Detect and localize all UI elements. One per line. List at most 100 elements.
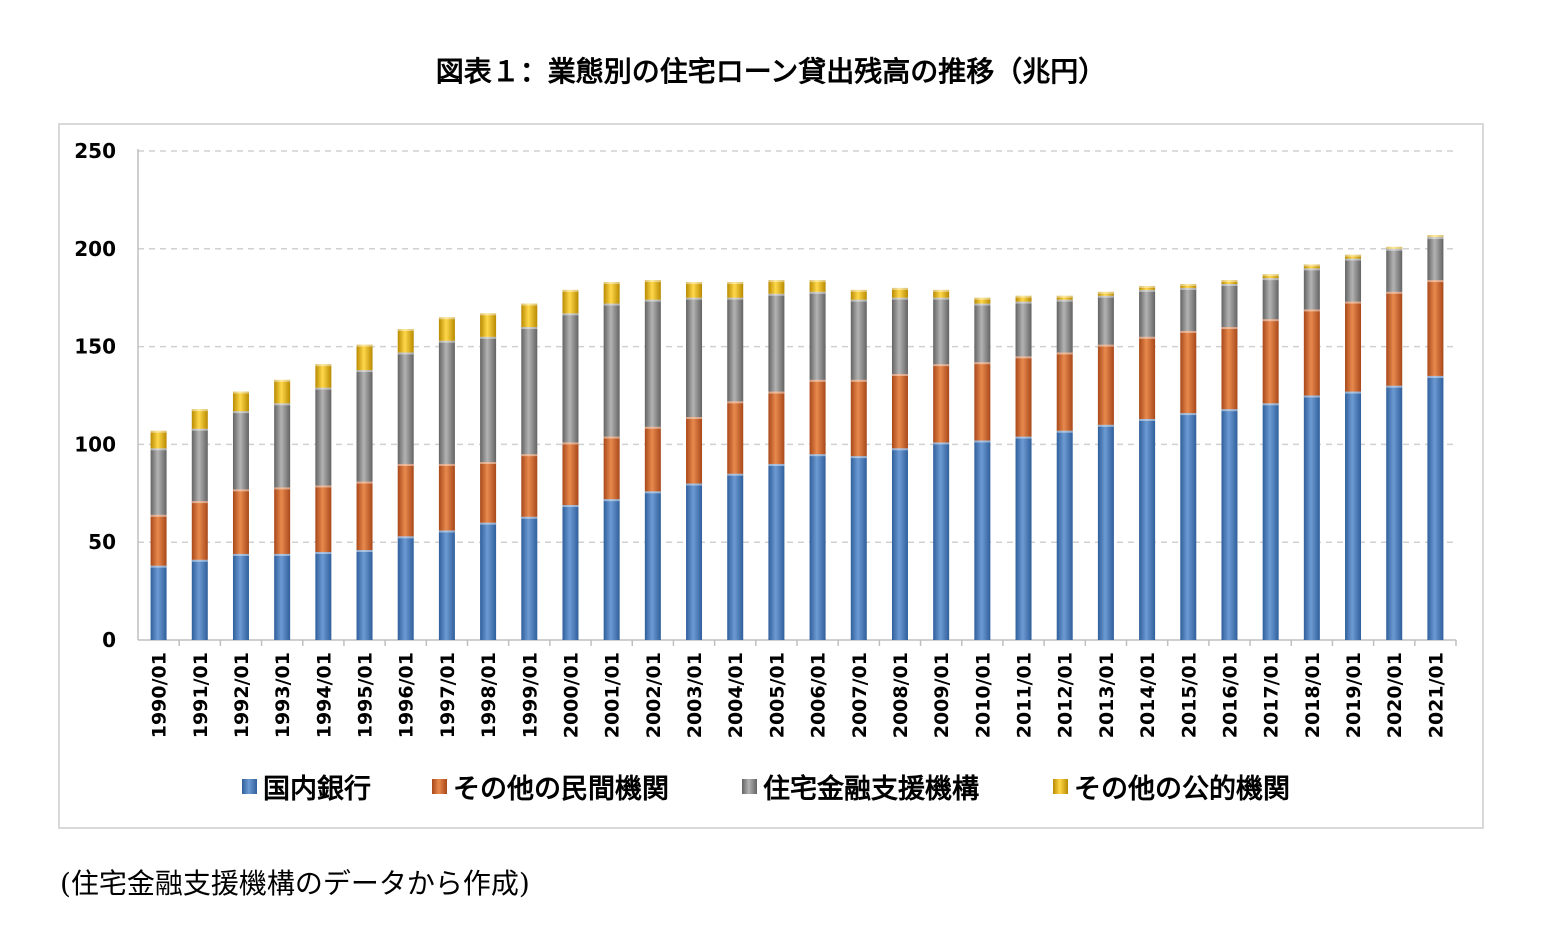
bar-segment-bevel bbox=[1180, 287, 1197, 290]
bar-segment-bevel bbox=[356, 550, 373, 553]
bar-segment-bevel bbox=[438, 317, 455, 320]
bar-segment bbox=[562, 505, 579, 640]
bar-segment bbox=[603, 282, 620, 304]
x-tick-label: 2002/01 bbox=[643, 652, 665, 738]
bar-segment-bevel bbox=[1303, 264, 1320, 267]
x-tick-label: 1996/01 bbox=[396, 652, 418, 738]
bar-segment bbox=[1180, 413, 1197, 640]
bar-segment-bevel bbox=[1262, 278, 1279, 281]
bar-segment-bevel bbox=[686, 417, 703, 420]
bar-segment-bevel bbox=[480, 336, 497, 339]
bar-segment bbox=[891, 297, 908, 374]
bar-segment-bevel bbox=[1345, 254, 1362, 257]
bar-segment bbox=[150, 514, 167, 566]
bar-segment-bevel bbox=[521, 454, 538, 457]
bar-segment-bevel bbox=[562, 505, 579, 508]
bar-segment bbox=[768, 293, 785, 392]
x-tick-label: 2013/01 bbox=[1096, 652, 1118, 738]
bar-segment bbox=[356, 550, 373, 640]
bar-segment-bevel bbox=[1221, 409, 1238, 412]
bar-segment bbox=[356, 481, 373, 551]
bar-segment bbox=[1262, 319, 1279, 404]
bar-segment bbox=[521, 454, 538, 517]
bar-segment-bevel bbox=[727, 401, 744, 404]
bar-segment bbox=[603, 499, 620, 640]
chart-title: 図表１：業態別の住宅ローン貸出残高の推移（兆円） bbox=[435, 55, 1107, 88]
x-tick-label: 2018/01 bbox=[1302, 652, 1324, 738]
bar-segment-bevel bbox=[1139, 285, 1156, 288]
bar-segment-bevel bbox=[480, 462, 497, 465]
bar-segment bbox=[480, 522, 497, 640]
bar-segment-bevel bbox=[974, 440, 991, 443]
x-tick-label: 2003/01 bbox=[684, 652, 706, 738]
bar-segment-bevel bbox=[891, 448, 908, 451]
bar-segment-bevel bbox=[1303, 309, 1320, 312]
bar-segment-bevel bbox=[232, 489, 249, 492]
bar-segment bbox=[562, 289, 579, 314]
bar-segment-bevel bbox=[974, 303, 991, 306]
bar-segment bbox=[850, 456, 867, 640]
bar-segment-bevel bbox=[521, 516, 538, 519]
bar-segment bbox=[1015, 436, 1032, 640]
bar-segment bbox=[1015, 295, 1032, 302]
bar-segment-bevel bbox=[644, 280, 661, 283]
bar-segment bbox=[480, 336, 497, 463]
bar-segment bbox=[603, 303, 620, 437]
bar-segment-bevel bbox=[768, 280, 785, 283]
axes bbox=[137, 149, 1457, 646]
bar-segment bbox=[356, 370, 373, 482]
bar-segment-bevel bbox=[768, 293, 785, 296]
bar-segment bbox=[1386, 385, 1403, 640]
bar-segment-bevel bbox=[850, 379, 867, 382]
bar-segment-bevel bbox=[438, 340, 455, 343]
bar-segment-bevel bbox=[150, 565, 167, 568]
bar-segment-bevel bbox=[1015, 295, 1032, 298]
legend-swatch bbox=[1053, 779, 1068, 794]
bar-segment bbox=[933, 364, 950, 443]
bar-segment bbox=[974, 440, 991, 640]
bar-segment-bevel bbox=[933, 442, 950, 445]
bar-segment bbox=[1097, 295, 1114, 345]
x-tick-label: 1995/01 bbox=[355, 652, 377, 738]
bar-segment-bevel bbox=[974, 362, 991, 365]
bar-segment bbox=[603, 436, 620, 500]
bar-segment-bevel bbox=[686, 483, 703, 486]
bar-segment bbox=[1056, 299, 1073, 353]
bar-segment-bevel bbox=[933, 364, 950, 367]
x-tick-label: 2014/01 bbox=[1137, 652, 1159, 738]
x-tick-label: 2007/01 bbox=[849, 652, 871, 738]
bar-segment-bevel bbox=[603, 303, 620, 306]
bar-segment-bevel bbox=[356, 344, 373, 347]
bar-segment bbox=[150, 448, 167, 515]
bar-segment bbox=[1303, 309, 1320, 396]
bar-segment bbox=[809, 291, 826, 380]
bar-segment bbox=[1386, 248, 1403, 292]
bar-segment-bevel bbox=[1015, 436, 1032, 439]
bar-segment bbox=[1345, 301, 1362, 392]
x-tick-label: 2006/01 bbox=[808, 652, 830, 738]
bar-segment-bevel bbox=[274, 403, 291, 406]
bar-segment-bevel bbox=[480, 522, 497, 525]
bar-segment-bevel bbox=[603, 499, 620, 502]
bar-segment-bevel bbox=[768, 391, 785, 394]
bar-segment-bevel bbox=[1221, 327, 1238, 330]
bar-segment-bevel bbox=[727, 297, 744, 300]
bar-segment bbox=[891, 448, 908, 640]
bar-segment-bevel bbox=[1015, 356, 1032, 359]
bar-segment bbox=[1015, 356, 1032, 437]
bar-segment-bevel bbox=[1139, 418, 1156, 421]
bar-segment-bevel bbox=[933, 289, 950, 292]
bar-segment bbox=[1303, 264, 1320, 269]
bar-segment bbox=[1427, 237, 1444, 281]
bar-segment bbox=[891, 373, 908, 449]
bar-segment-bevel bbox=[397, 352, 414, 355]
legend: 国内銀行 その他の民間機関 住宅金融支援機構 その他の公的機関 bbox=[242, 773, 1290, 805]
bar-segment bbox=[438, 317, 455, 341]
bar-segment-bevel bbox=[1303, 268, 1320, 271]
bar-segment-bevel bbox=[274, 379, 291, 382]
bar-segment bbox=[1180, 330, 1197, 414]
bar-segment-bevel bbox=[315, 364, 332, 367]
bar-segment-bevel bbox=[603, 436, 620, 439]
bar-segment-bevel bbox=[1386, 291, 1403, 294]
y-tick-label: 200 bbox=[74, 237, 116, 261]
